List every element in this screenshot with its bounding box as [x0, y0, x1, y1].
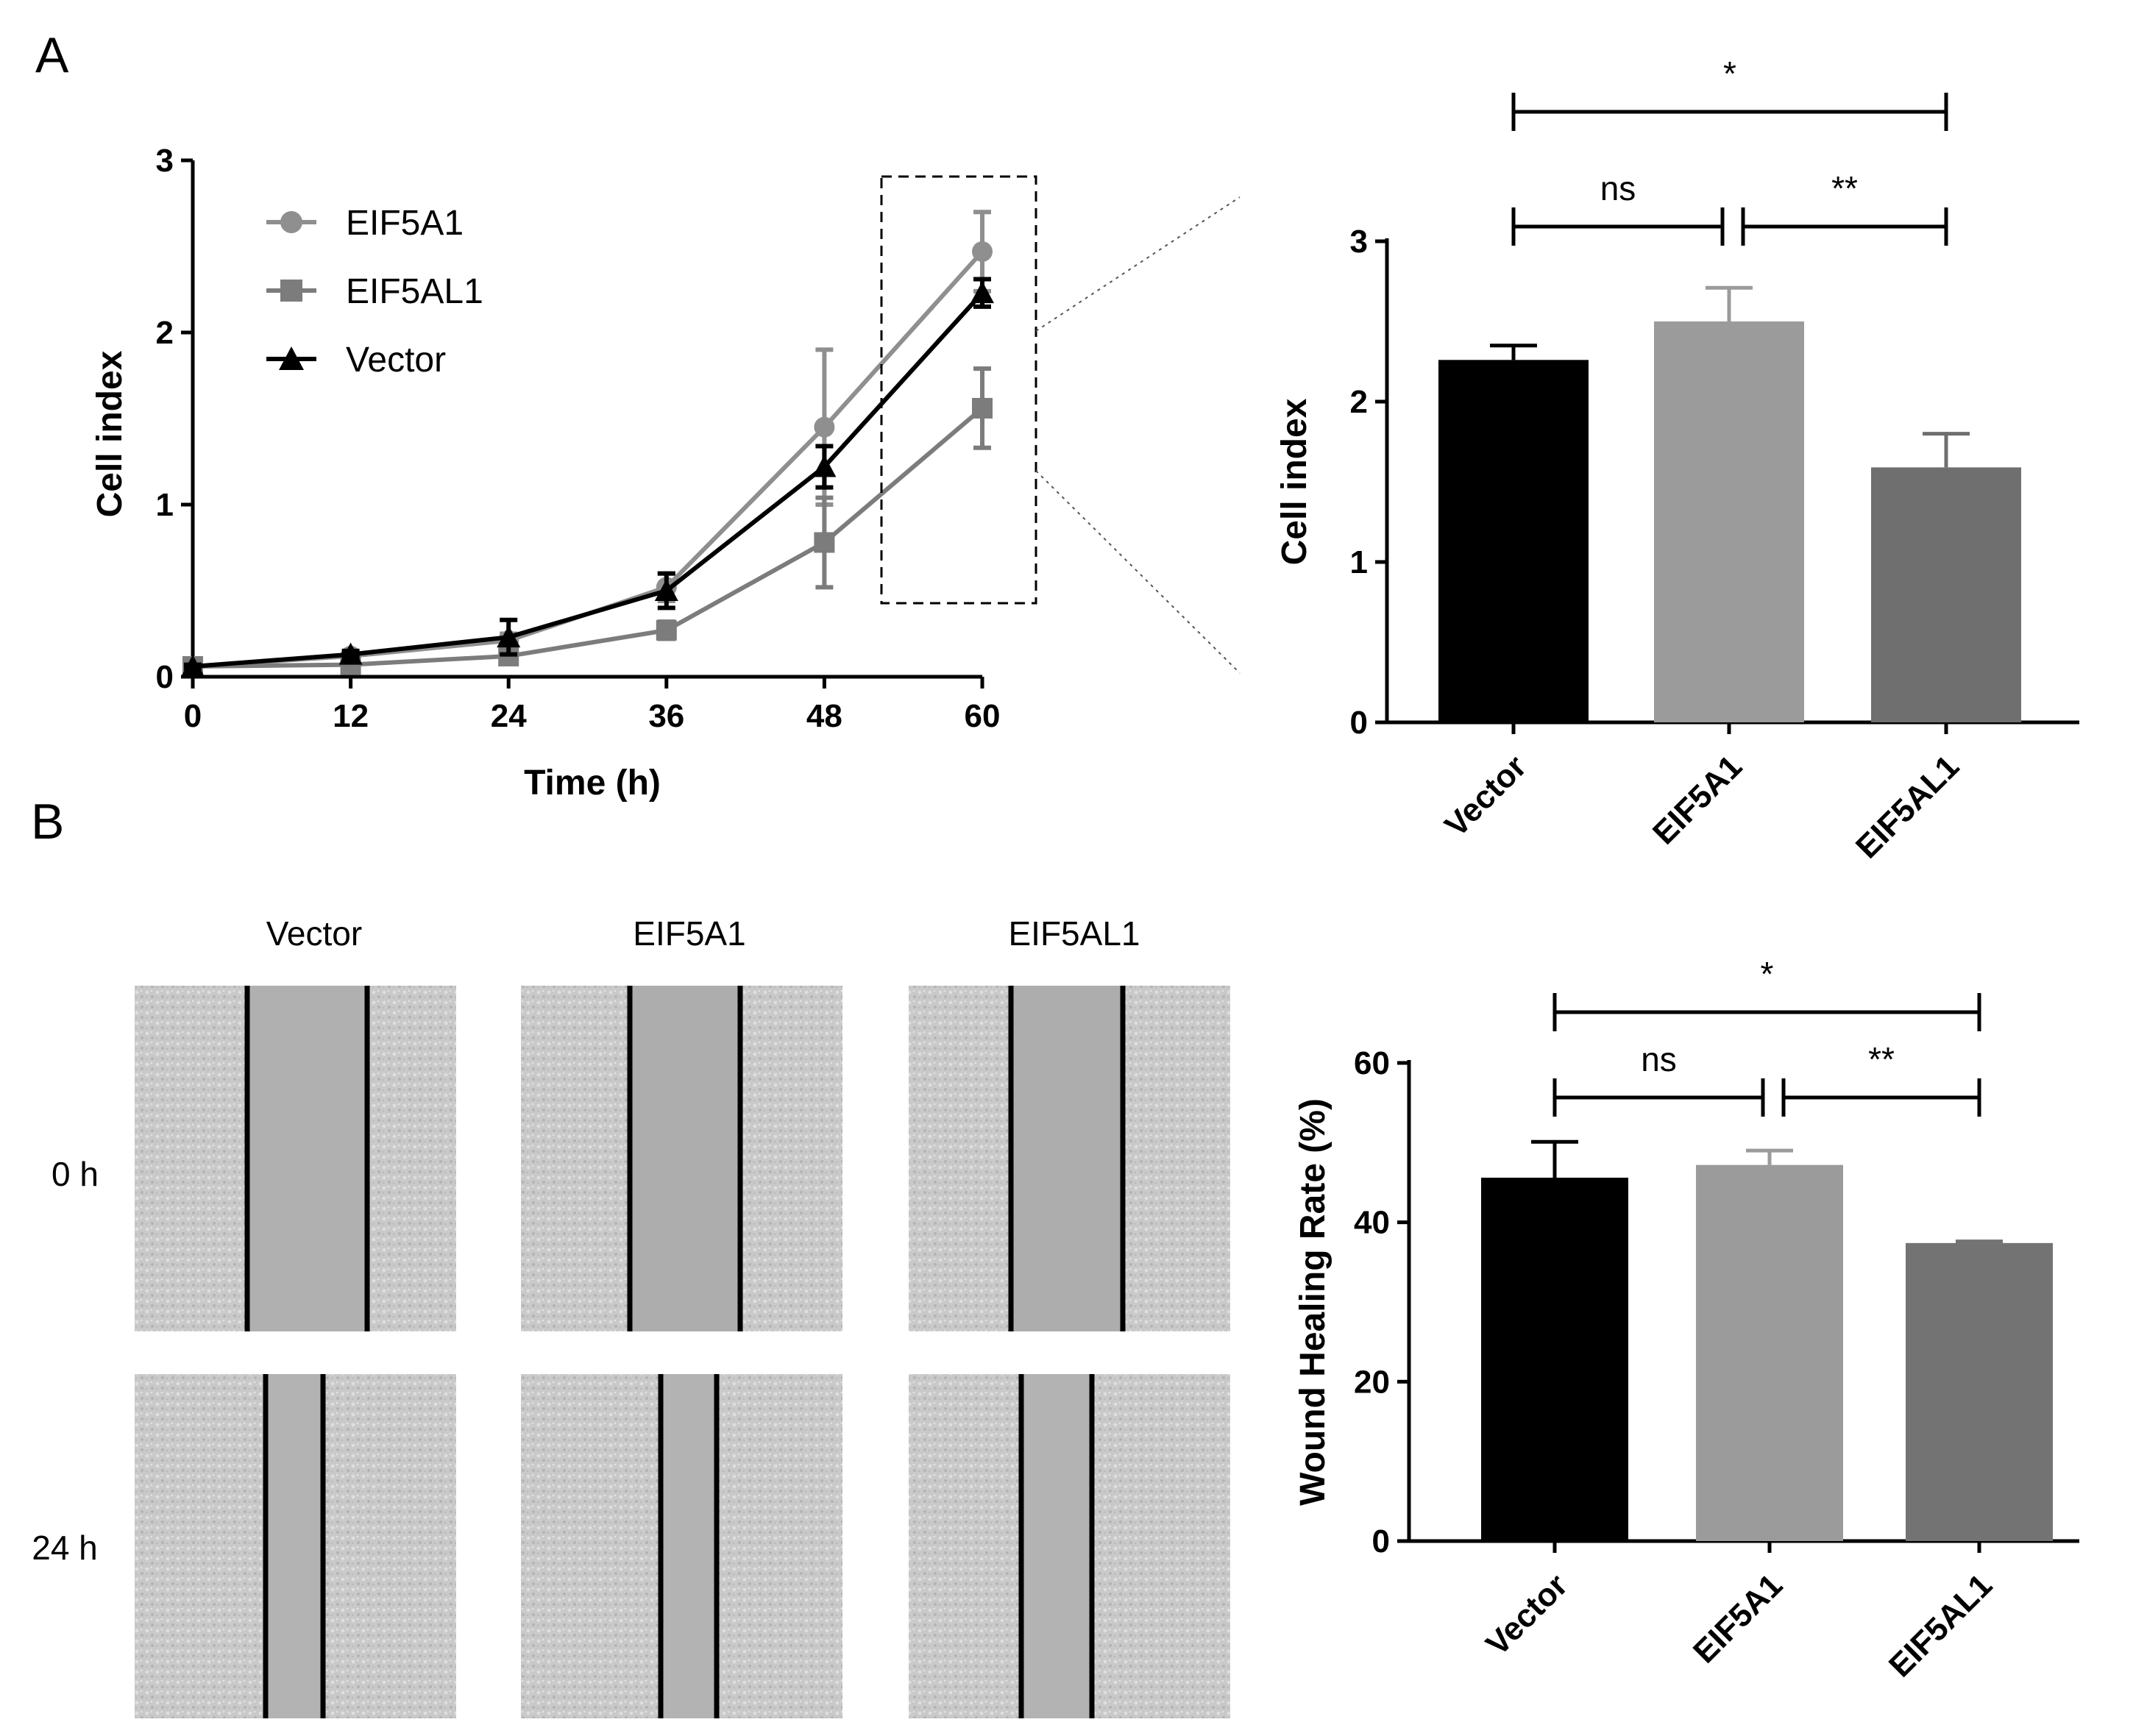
series-line-eif5a1: [192, 250, 984, 669]
panel-label-b: B: [31, 794, 64, 850]
growth-x-tick-label: 0: [184, 698, 202, 734]
growth-y-tick-label: 0: [156, 659, 174, 695]
chart1-y-tick-label: 2: [1350, 384, 1368, 420]
bar-eif5al1: [1906, 1242, 2053, 1541]
bar-vector: [1438, 360, 1589, 722]
wound-image-vector-0h: [135, 986, 456, 1331]
category-label-eif5a1: EIF5A1: [1686, 1567, 1789, 1670]
data-point-vector: [181, 654, 205, 677]
cell-index-y-axis-label: Cell index: [1275, 398, 1314, 565]
chart2-y-tick-label: 40: [1354, 1205, 1390, 1241]
wound-image-eif5a1-24h: [521, 1374, 842, 1718]
category-label-eif5al1: EIF5AL1: [1882, 1567, 1999, 1684]
wound-column-label-vector: Vector: [266, 914, 362, 953]
series-line-vector: [192, 291, 984, 669]
significance-label: *: [1723, 54, 1736, 93]
data-point-eif5a1: [814, 416, 835, 438]
bar-eif5al1: [1871, 467, 2021, 722]
series-line-eif5al1: [192, 406, 984, 669]
growth-x-tick-label: 48: [806, 698, 842, 734]
wound-image-grid: Vector EIF5A1 EIF5AL1 0 h 24 h: [32, 914, 1230, 1718]
legend-label-eif5al1: EIF5AL1: [346, 272, 483, 311]
wound-row-label-24h: 24 h: [32, 1529, 98, 1567]
growth-y-tick-label: 2: [156, 315, 174, 351]
wound-column-label-eif5al1: EIF5AL1: [1009, 914, 1140, 953]
data-point-eif5a1: [972, 241, 993, 263]
wound-image-eif5a1-0h: [521, 986, 842, 1331]
data-point-vector: [812, 455, 837, 477]
significance-bracket: *: [1511, 54, 1948, 131]
significance-bracket: ns: [1552, 1040, 1765, 1117]
legend-marker-eif5al1: [280, 280, 302, 302]
wound-healing-bars: 0 20 40 60 Vector EIF5A1 EIF5AL1 * ns **: [1354, 955, 2079, 1685]
significance-label: **: [1868, 1040, 1895, 1078]
zoom-highlight-box: [880, 175, 1037, 605]
significance-label: *: [1761, 955, 1774, 993]
wound-image-vector-24h: [135, 1374, 456, 1718]
category-label-vector: Vector: [1438, 748, 1533, 844]
bar-vector: [1481, 1178, 1628, 1541]
wound-image-eif5al1-24h: [909, 1374, 1230, 1718]
growth-x-tick-label: 36: [648, 698, 684, 734]
data-point-eif5al1: [814, 532, 835, 553]
growth-x-tick-label: 60: [965, 698, 1001, 734]
panel-label-a: A: [35, 27, 69, 83]
data-point-vector: [497, 625, 521, 648]
data-point-vector: [654, 579, 678, 601]
growth-y-tick-label: 1: [156, 487, 174, 523]
chart1-y-tick-label: 1: [1350, 544, 1368, 580]
chart2-y-tick-label: 20: [1354, 1364, 1390, 1400]
growth-y-tick-label: 3: [156, 143, 174, 179]
significance-bracket: ns: [1511, 169, 1725, 246]
significance-label: **: [1831, 169, 1858, 207]
significance-bracket: **: [1741, 169, 1948, 246]
legend-marker-eif5a1: [280, 211, 302, 233]
growth-x-tick-label: 12: [333, 698, 369, 734]
series-vector: [181, 277, 994, 677]
wound-healing-bar-chart: 0 20 40 60 Vector EIF5A1 EIF5AL1 * ns ** Wound He…: [1293, 955, 2079, 1685]
growth-x-axis-label: Time (h): [524, 764, 661, 803]
chart1-y-tick-label: 0: [1350, 705, 1368, 741]
bar-eif5a1: [1654, 321, 1804, 722]
data-point-eif5al1: [972, 397, 993, 419]
growth-series: [181, 210, 994, 677]
growth-legend: EIF5A1 EIF5AL1 Vector: [266, 204, 483, 380]
wound-column-label-eif5a1: EIF5A1: [633, 914, 745, 953]
zoom-connector-top: [1035, 196, 1241, 332]
data-point-vector: [338, 642, 363, 665]
significance-bracket: **: [1781, 1040, 1981, 1117]
series-eif5a1: [182, 210, 993, 677]
significance-label: ns: [1641, 1040, 1677, 1078]
growth-y-axis-label: Cell index: [91, 350, 129, 517]
legend-marker-vector: [279, 346, 304, 370]
chart2-y-tick-label: 60: [1354, 1045, 1390, 1081]
wound-row-label-0h: 0 h: [52, 1155, 99, 1193]
category-label-eif5a1: EIF5A1: [1646, 748, 1749, 851]
legend-label-eif5a1: EIF5A1: [346, 204, 464, 243]
bar-eif5a1: [1696, 1164, 1843, 1541]
significance-label: ns: [1600, 169, 1636, 207]
category-label-vector: Vector: [1479, 1567, 1575, 1662]
chart1-y-tick-label: 3: [1350, 224, 1368, 260]
growth-x-tick-label: 24: [491, 698, 527, 734]
chart2-y-tick-label: 0: [1372, 1523, 1390, 1559]
data-point-eif5al1: [656, 619, 677, 641]
data-point-vector: [970, 281, 994, 304]
significance-bracket: *: [1552, 955, 1981, 1031]
cell-index-bars: 0 1 2 3 Vector EIF5A1 EIF5AL1 * ns **: [1350, 54, 2079, 866]
legend-label-vector: Vector: [346, 341, 446, 380]
category-label-eif5al1: EIF5AL1: [1849, 748, 1966, 865]
zoom-connector-bottom: [1035, 470, 1241, 674]
wound-image-eif5al1-0h: [909, 986, 1230, 1331]
cell-index-bar-chart: 0 1 2 3 Vector EIF5A1 EIF5AL1 * ns ** Cell index: [1275, 54, 2079, 866]
wound-y-axis-label: Wound Healing Rate (%): [1293, 1098, 1332, 1506]
